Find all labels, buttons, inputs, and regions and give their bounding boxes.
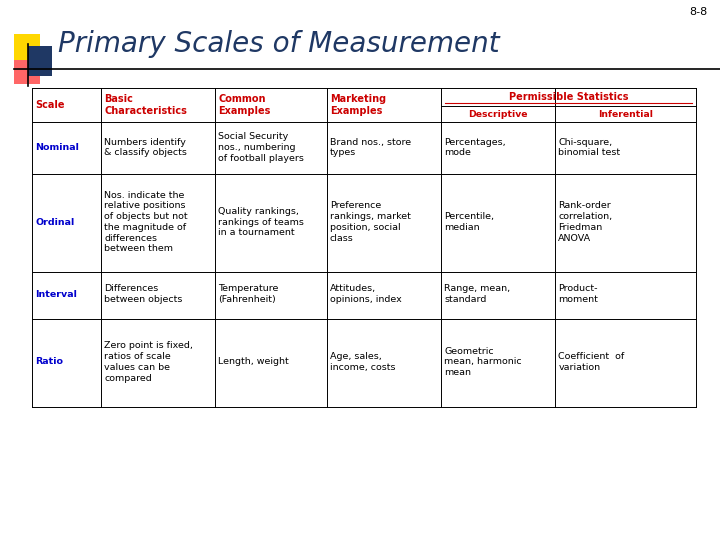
Text: Zero point is fixed,
ratios of scale
values can be
compared: Zero point is fixed, ratios of scale val…	[104, 341, 193, 383]
Text: Ratio: Ratio	[35, 357, 63, 367]
Text: Percentages,
mode: Percentages, mode	[444, 138, 505, 157]
Text: Temperature
(Fahrenheit): Temperature (Fahrenheit)	[218, 285, 279, 304]
Text: Coefficient  of
variation: Coefficient of variation	[558, 352, 624, 372]
Text: Nominal: Nominal	[35, 143, 79, 152]
Bar	[14, 34, 40, 60]
Text: Basic
Characteristics: Basic Characteristics	[104, 94, 187, 116]
Text: Social Security
nos., numbering
of football players: Social Security nos., numbering of footb…	[218, 132, 304, 163]
Text: Geometric
mean, harmonic
mean: Geometric mean, harmonic mean	[444, 347, 522, 377]
Text: Numbers identify
& classify objects: Numbers identify & classify objects	[104, 138, 187, 157]
Text: Length, weight: Length, weight	[218, 357, 289, 367]
Text: Brand nos., store
types: Brand nos., store types	[330, 138, 411, 157]
Text: Interval: Interval	[35, 290, 77, 299]
Text: Attitudes,
opinions, index: Attitudes, opinions, index	[330, 285, 402, 304]
Text: Inferential: Inferential	[598, 110, 653, 119]
Text: Percentile,
median: Percentile, median	[444, 212, 494, 232]
Text: Common
Examples: Common Examples	[218, 94, 271, 116]
Text: Primary Scales of Measurement: Primary Scales of Measurement	[58, 30, 500, 58]
Text: Scale: Scale	[35, 100, 65, 110]
Text: Permissible Statistics: Permissible Statistics	[509, 92, 629, 102]
Text: Preference
rankings, market
position, social
class: Preference rankings, market position, so…	[330, 201, 410, 242]
Bar	[14, 58, 40, 84]
Bar	[28, 46, 52, 76]
Text: Marketing
Examples: Marketing Examples	[330, 94, 386, 116]
Text: Differences
between objects: Differences between objects	[104, 285, 182, 304]
Text: Range, mean,
standard: Range, mean, standard	[444, 285, 510, 304]
Text: Age, sales,
income, costs: Age, sales, income, costs	[330, 352, 395, 372]
Text: Descriptive: Descriptive	[469, 110, 528, 119]
Text: Nos. indicate the
relative positions
of objects but not
the magnitude of
differe: Nos. indicate the relative positions of …	[104, 191, 188, 253]
Text: Quality rankings,
rankings of teams
in a tournament: Quality rankings, rankings of teams in a…	[218, 207, 304, 238]
Text: 8-8: 8-8	[690, 7, 708, 17]
Text: Ordinal: Ordinal	[35, 218, 74, 227]
Text: Chi-square,
binomial test: Chi-square, binomial test	[558, 138, 621, 157]
Text: Product-
moment: Product- moment	[558, 285, 598, 304]
Text: Rank-order
correlation,
Friedman
ANOVA: Rank-order correlation, Friedman ANOVA	[558, 201, 612, 242]
